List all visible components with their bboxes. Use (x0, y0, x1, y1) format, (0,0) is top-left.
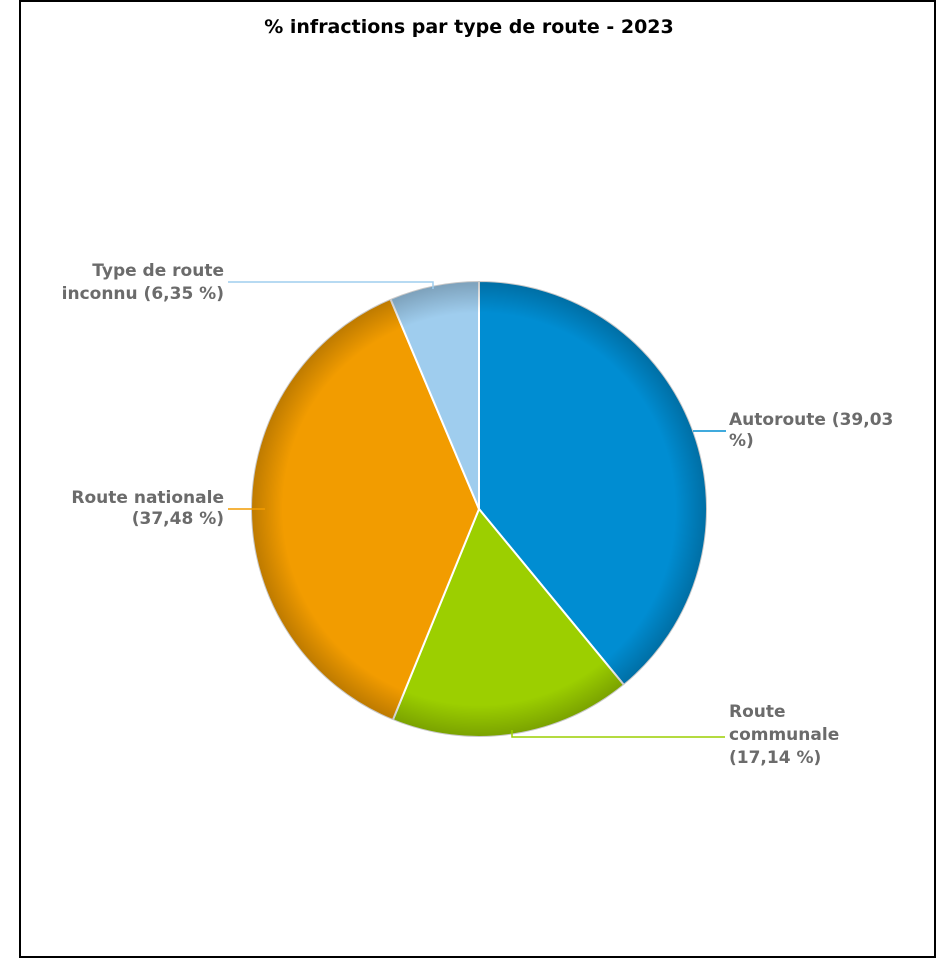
slice-label-line: Type de route (92, 261, 224, 281)
slice-label-line: inconnu (6,35 %) (62, 284, 224, 304)
chart-title: % infractions par type de route - 2023 (264, 16, 674, 38)
slice-label-line: communale (729, 725, 839, 745)
leader-line (228, 281, 434, 289)
slice-label-line: Route nationale (71, 488, 224, 508)
slice-label: Route communale (17,14 %) (729, 702, 839, 768)
leader-line (511, 730, 725, 738)
slice-label: Type de route inconnu (6,35 %) (62, 261, 224, 304)
slice-label-line: (17,14 %) (729, 748, 821, 768)
slice-label-line: Autoroute (39,03 (729, 410, 893, 430)
slice-label-line: Route (729, 702, 786, 722)
slice-label-line: %) (729, 431, 754, 451)
slice-label: Autoroute (39,03%) (729, 410, 893, 451)
slice-label: Route nationale (37,48 %) (71, 488, 224, 529)
slice-label-line: (37,48 %) (132, 509, 224, 529)
